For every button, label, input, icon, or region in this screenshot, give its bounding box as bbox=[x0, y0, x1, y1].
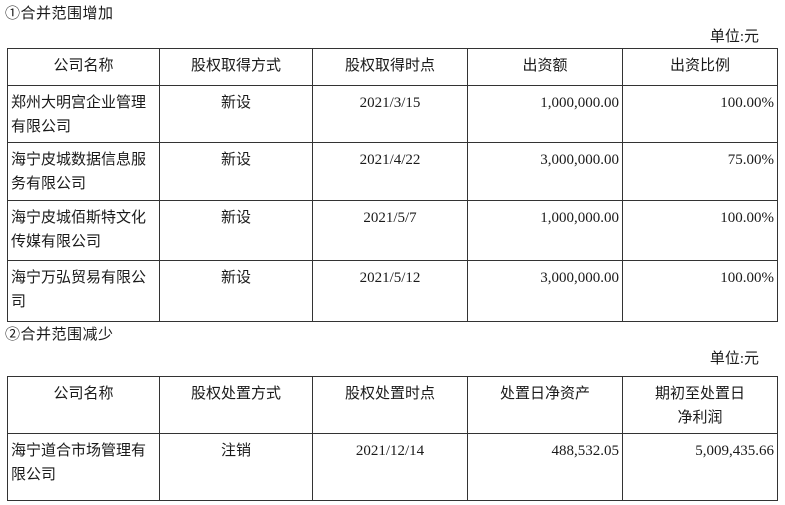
header-row: 公司名称 股权取得方式 股权取得时点 出资额 出资比例 bbox=[7, 48, 778, 86]
header-disposal-method: 股权处置方式 bbox=[159, 376, 313, 434]
consolidation-decrease-table: 公司名称 股权处置方式 股权处置时点 处置日净资产 期初至处置日净利润 海宁道合… bbox=[7, 376, 778, 501]
cell-investment-ratio: 100.00% bbox=[622, 85, 778, 143]
cell-net-assets: 488,532.05 bbox=[467, 433, 623, 501]
cell-acquisition-date: 2021/5/7 bbox=[312, 200, 468, 261]
header-acquisition-method: 股权取得方式 bbox=[159, 48, 313, 86]
cell-acquisition-date: 2021/3/15 bbox=[312, 85, 468, 143]
cell-investment-amount: 3,000,000.00 bbox=[467, 260, 623, 322]
header-net-profit-to-disposal-text: 期初至处置日净利润 bbox=[654, 386, 745, 426]
cell-acquisition-method: 新设 bbox=[159, 142, 313, 201]
cell-disposal-method: 注销 bbox=[159, 433, 313, 501]
header-investment-ratio: 出资比例 bbox=[622, 48, 778, 86]
cell-investment-ratio: 100.00% bbox=[622, 260, 778, 322]
header-net-profit-to-disposal: 期初至处置日净利润 bbox=[622, 376, 778, 434]
section-increase-unit-label: 单位:元 bbox=[709, 29, 759, 45]
cell-company-name: 海宁皮城数据信息服务有限公司 bbox=[7, 142, 160, 201]
cell-disposal-date: 2021/12/14 bbox=[312, 433, 468, 501]
cell-investment-amount: 3,000,000.00 bbox=[467, 142, 623, 201]
cell-acquisition-date: 2021/5/12 bbox=[312, 260, 468, 322]
header-company-name: 公司名称 bbox=[7, 376, 160, 434]
cell-investment-ratio: 100.00% bbox=[622, 200, 778, 261]
cell-company-name: 海宁道合市场管理有限公司 bbox=[7, 433, 160, 501]
cell-acquisition-method: 新设 bbox=[159, 200, 313, 261]
section-decrease-unit-label: 单位:元 bbox=[709, 351, 759, 367]
table-row: 海宁道合市场管理有限公司 注销 2021/12/14 488,532.05 5,… bbox=[7, 433, 778, 501]
header-investment-amount: 出资额 bbox=[467, 48, 623, 86]
cell-acquisition-date: 2021/4/22 bbox=[312, 142, 468, 201]
table-row: 海宁万弘贸易有限公司 新设 2021/5/12 3,000,000.00 100… bbox=[7, 260, 778, 322]
header-net-assets-at-disposal: 处置日净资产 bbox=[467, 376, 623, 434]
cell-investment-amount: 1,000,000.00 bbox=[467, 200, 623, 261]
consolidation-increase-table: 公司名称 股权取得方式 股权取得时点 出资额 出资比例 郑州大明宫企业管理有限公… bbox=[7, 48, 778, 322]
cell-company-name: 海宁皮城佰斯特文化传媒有限公司 bbox=[7, 200, 160, 261]
cell-company-name: 郑州大明宫企业管理有限公司 bbox=[7, 85, 160, 143]
section-increase-title: ①合并范围增加 bbox=[5, 6, 114, 22]
table-row: 郑州大明宫企业管理有限公司 新设 2021/3/15 1,000,000.00 … bbox=[7, 85, 778, 143]
cell-acquisition-method: 新设 bbox=[159, 260, 313, 322]
cell-investment-amount: 1,000,000.00 bbox=[467, 85, 623, 143]
cell-investment-ratio: 75.00% bbox=[622, 142, 778, 201]
cell-acquisition-method: 新设 bbox=[159, 85, 313, 143]
cell-company-name: 海宁万弘贸易有限公司 bbox=[7, 260, 160, 322]
header-disposal-time: 股权处置时点 bbox=[312, 376, 468, 434]
header-company-name: 公司名称 bbox=[7, 48, 160, 86]
header-row: 公司名称 股权处置方式 股权处置时点 处置日净资产 期初至处置日净利润 bbox=[7, 376, 778, 434]
table-row: 海宁皮城数据信息服务有限公司 新设 2021/4/22 3,000,000.00… bbox=[7, 142, 778, 201]
cell-net-profit: 5,009,435.66 bbox=[622, 433, 778, 501]
section-decrease-title: ②合并范围减少 bbox=[5, 327, 114, 343]
table-row: 海宁皮城佰斯特文化传媒有限公司 新设 2021/5/7 1,000,000.00… bbox=[7, 200, 778, 261]
header-acquisition-time: 股权取得时点 bbox=[312, 48, 468, 86]
